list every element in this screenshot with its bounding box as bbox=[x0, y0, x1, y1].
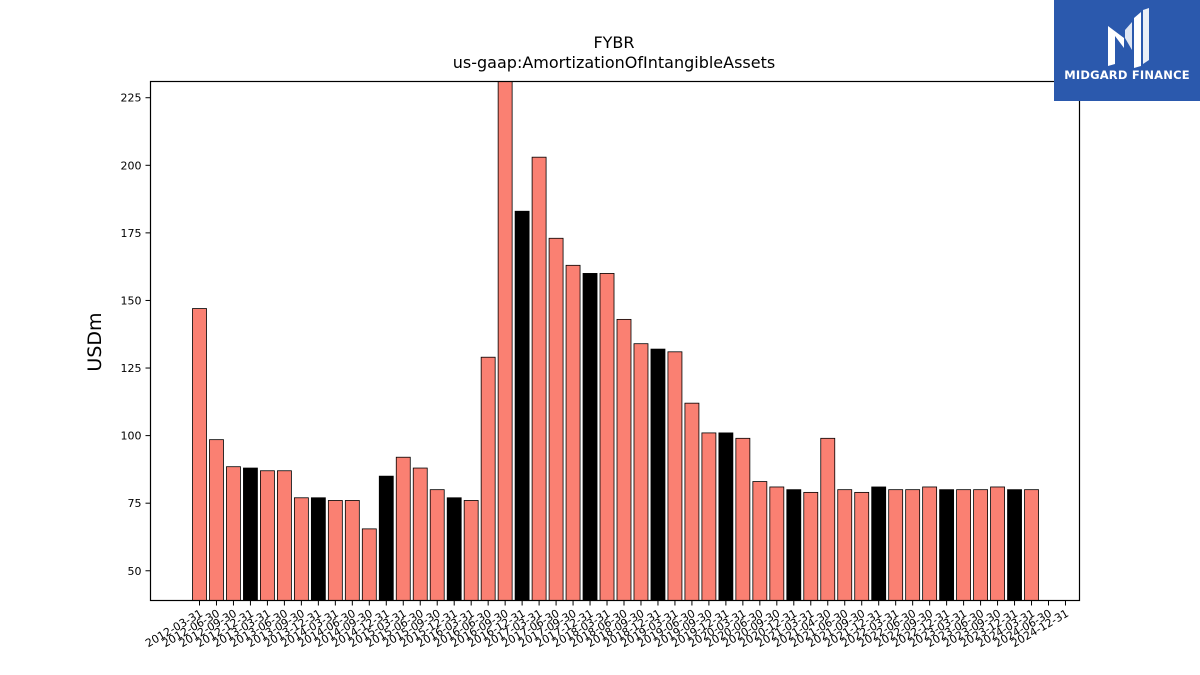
bar-2022-06-30 bbox=[905, 489, 921, 601]
bar-2013-06-30 bbox=[276, 470, 292, 601]
bar-2015-09-30 bbox=[429, 489, 445, 601]
bar-2018-09-30 bbox=[633, 343, 649, 601]
y-tick-label: 50 bbox=[128, 565, 142, 578]
bar-2018-06-30 bbox=[616, 318, 632, 601]
bar-2020-03-31 bbox=[735, 437, 751, 601]
bar-2024-03-31 bbox=[1024, 489, 1039, 601]
bar-2021-12-31 bbox=[871, 486, 887, 601]
bar-2017-09-30 bbox=[565, 264, 581, 601]
bar-2012-03-31 bbox=[192, 308, 207, 601]
bar-2019-06-30 bbox=[684, 402, 700, 601]
bar-2013-12-31 bbox=[310, 497, 326, 601]
bar-2017-03-31 bbox=[531, 156, 547, 601]
bar-2021-03-31 bbox=[803, 491, 819, 601]
y-tick-label: 100 bbox=[121, 430, 142, 443]
bar-2014-03-31 bbox=[327, 500, 343, 601]
bar-2016-09-30 bbox=[497, 81, 513, 601]
bar-2022-09-30 bbox=[922, 486, 938, 601]
bar-2017-06-30 bbox=[548, 237, 564, 601]
bar-2013-03-31 bbox=[260, 470, 275, 601]
bar-2012-12-31 bbox=[243, 467, 258, 601]
bar-2018-12-31 bbox=[650, 348, 666, 601]
bar-2021-09-30 bbox=[854, 491, 870, 601]
y-tick-label: 175 bbox=[121, 227, 142, 240]
logo-text: MIDGARD FINANCE bbox=[1064, 68, 1190, 82]
y-axis-ticks: 50 75 100 125 150 175 200 225 bbox=[121, 92, 151, 578]
chart-title: FYBR bbox=[593, 33, 634, 52]
bar-2020-12-31 bbox=[786, 489, 802, 601]
midgard-finance-logo: MIDGARD FINANCE bbox=[1054, 0, 1200, 101]
plot-frame bbox=[149, 80, 1081, 602]
y-tick-label: 150 bbox=[121, 294, 142, 307]
bar-2023-12-31 bbox=[1007, 489, 1022, 601]
bar-2014-09-30 bbox=[361, 528, 377, 601]
bar-2015-12-31 bbox=[446, 497, 462, 601]
bar-2022-03-31 bbox=[888, 489, 904, 601]
y-axis-label: USDm bbox=[84, 312, 106, 371]
bar-2022-12-31 bbox=[939, 489, 955, 601]
bar-2023-03-31 bbox=[956, 489, 971, 601]
bar-2012-09-30 bbox=[226, 466, 241, 601]
bar-2017-12-31 bbox=[582, 273, 598, 601]
bar-2015-03-31 bbox=[395, 456, 411, 601]
bar-2023-06-30 bbox=[973, 489, 988, 601]
bar-2015-06-30 bbox=[412, 467, 428, 601]
y-tick-label: 125 bbox=[121, 362, 142, 375]
bar-2012-06-30 bbox=[209, 439, 224, 601]
bar-2018-03-31 bbox=[599, 273, 615, 601]
bar-2016-06-30 bbox=[480, 356, 496, 601]
bar-2021-06-30 bbox=[837, 489, 853, 601]
bar-2023-09-30 bbox=[990, 486, 1005, 601]
bar-2019-12-31 bbox=[718, 432, 734, 601]
bar-2020-06-30 bbox=[752, 481, 768, 601]
bar-2020-09-30 bbox=[769, 486, 785, 601]
y-tick-label: 75 bbox=[128, 497, 142, 510]
chart-subtitle: us-gaap:AmortizationOfIntangibleAssets bbox=[453, 53, 775, 72]
bar-2021-04-30 bbox=[820, 437, 836, 601]
y-tick-label: 200 bbox=[121, 159, 142, 172]
bar-2019-03-31 bbox=[667, 351, 683, 601]
bar-2019-09-30 bbox=[701, 432, 717, 601]
midgard-logo-icon bbox=[1108, 8, 1149, 68]
bar-2014-06-30 bbox=[344, 500, 360, 601]
bar-2013-09-30 bbox=[293, 497, 309, 601]
bar-2016-03-31 bbox=[463, 500, 479, 601]
x-axis-ticks: 2012-03-312012-06-302012-09-302012-12-31… bbox=[143, 600, 1071, 650]
bars bbox=[192, 81, 1039, 601]
bar-2014-12-31 bbox=[378, 475, 394, 601]
bar-2016-12-31 bbox=[514, 210, 530, 601]
y-tick-label: 225 bbox=[121, 92, 142, 105]
